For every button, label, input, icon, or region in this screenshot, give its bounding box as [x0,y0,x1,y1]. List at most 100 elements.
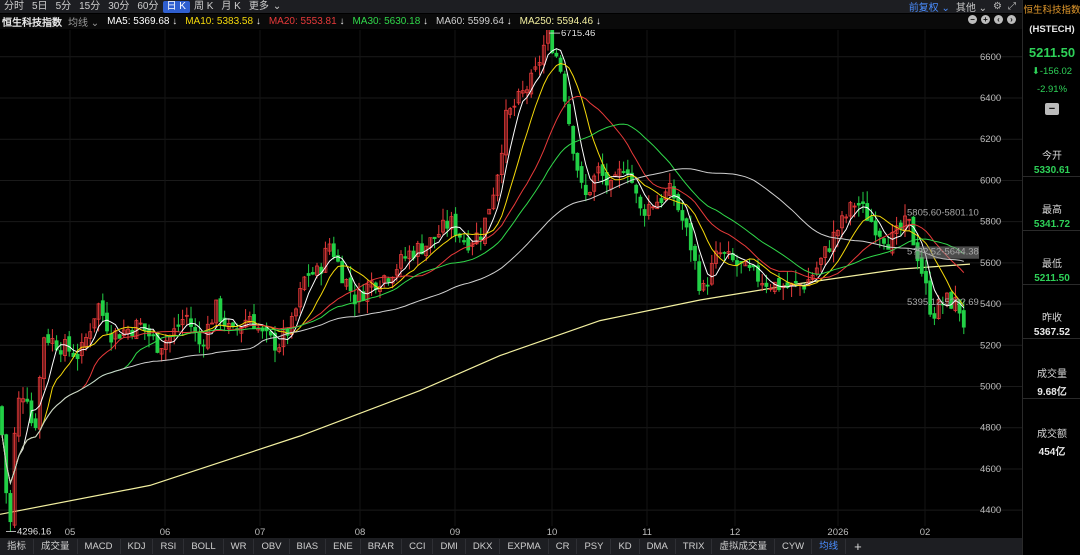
indicator-tab[interactable]: KDJ [121,539,154,554]
timeframe-tab[interactable]: 60分 [137,0,159,12]
stat-value: 9.68亿 [1037,387,1067,398]
add-indicator-icon[interactable]: + [854,539,862,554]
indicator-tab[interactable]: RSI [153,539,185,554]
candle-body [163,340,168,350]
indicator-tab[interactable]: DMA [640,539,676,554]
indicator-tab[interactable]: TRIX [676,539,713,554]
candle-body [273,332,277,351]
timeframe-tab[interactable]: 5日 [32,0,48,12]
indicator-tab[interactable]: DKX [466,539,501,554]
arrow-down-icon: ⬇ [1031,66,1040,77]
candle-body [474,232,479,245]
candlestick-chart[interactable]: 6715.46 4296.16 5805.60-5801.10 5???.52-564… [0,30,1022,538]
timeframe-tab[interactable]: 日 K [162,0,190,13]
indicator-tab[interactable]: ENE [326,539,361,554]
left-icon[interactable]: ‹ [994,15,1003,24]
timeframe-tab[interactable]: 更多 [248,0,269,12]
candle-body [100,300,105,316]
high-label: 6715.46 [561,30,595,39]
candle-body [911,216,916,246]
plus-icon[interactable]: + [981,15,990,24]
candle-body [651,206,655,209]
candle-body [478,236,483,240]
indicator-tab[interactable]: 虚拟成交量 [712,539,775,554]
timeframe-tab[interactable]: 月 K [221,0,241,12]
indicator-tab[interactable]: BRAR [361,539,403,554]
other-dropdown[interactable]: 其他 ⌄ [956,0,987,14]
candle-body [646,204,651,216]
x-axis: 05 06 07 08 09 10 11 12 2026 02 [65,527,931,538]
indicator-tab[interactable]: 均线 [812,539,847,554]
candle-body [529,72,534,95]
gear-icon[interactable]: ⚙ [993,1,1002,12]
indicator-tab[interactable]: CCI [402,539,434,554]
indicator-selector[interactable]: 均线 ⌄ [68,14,107,29]
candle-body [432,236,437,239]
indicator-tab[interactable]: CR [549,539,578,554]
arrow-down-icon: ↓ [255,16,261,27]
indicator-tab[interactable]: 成交量 [34,539,78,554]
candle-body [403,256,408,259]
candle-body [592,175,597,192]
timeframe-tab[interactable]: 周 K [193,0,214,12]
candle-body [109,333,114,343]
timeframe-tab[interactable]: 5分 [55,0,72,12]
last-price: 5211.50 [1028,45,1076,60]
chart-annotations: 6715.46 4296.16 5805.60-5801.10 5???.52-564… [6,30,979,538]
indicator-tab[interactable]: CYW [775,539,813,554]
ma-label: MA5: 5369.68 ↓ [107,16,185,27]
right-icon[interactable]: › [1007,15,1016,24]
ma-line [1,123,965,485]
indicator-tab[interactable]: PSY [577,539,612,554]
indicator-tab[interactable]: DMI [433,539,466,554]
candle-body [504,109,508,156]
candle-body [352,294,357,305]
candle-body [142,323,147,332]
candle-body [785,282,790,288]
candle-body [193,327,198,333]
price-change-pct: -2.91% [1036,84,1068,95]
candle-body [680,210,685,221]
x-tick-label: 06 [160,527,171,538]
collapse-button[interactable]: − [1045,103,1059,115]
candle-body [457,233,462,238]
candle-body [298,288,303,308]
timeframe-tab[interactable]: 15分 [79,0,101,12]
minus-icon[interactable]: − [968,15,977,24]
candle-body [533,66,538,70]
candle-body [697,261,702,291]
indicator-tab[interactable]: KD [611,539,640,554]
candle-body [197,331,202,345]
timeframe-tab[interactable]: 30分 [108,0,130,12]
candle-body [394,269,399,276]
candle-body [919,257,924,274]
ma250-path [0,263,971,515]
candle-body [709,263,714,285]
candle-body [945,292,949,302]
timeframe-tab[interactable]: 分时 [4,0,24,12]
ma-value: MA5: 5369.68 [107,16,170,27]
stat-block: 今开 5330.61 [1023,147,1080,176]
chevron-down-icon: ⌄ [978,3,988,14]
candle-body [420,243,424,255]
indicator-tab[interactable]: MACD [78,539,121,554]
y-tick-label: 5400 [980,299,1001,310]
ma-label: MA10: 5383.58 ↓ [185,16,269,27]
candle-body [340,260,345,284]
candle-body [466,237,471,251]
indicator-tab[interactable]: EXPMA [500,539,549,554]
stat-label: 昨收 [1042,313,1062,324]
indicator-tab[interactable]: BIAS [290,539,327,554]
candle-body [961,310,966,328]
indicator-tab[interactable]: WR [224,539,255,554]
indicator-tab[interactable]: 指标 [0,539,35,554]
candle-body [756,265,760,282]
indicator-tab[interactable]: BOLL [184,539,224,554]
indicator-toolbar: 指标 成交量 MACD KDJ RSI BOLL WR OBV BIAS ENE BRAR CCI DM… [0,538,1022,555]
indicator-tab[interactable]: OBV [254,539,290,554]
range-low-label: 5395.12-5???.69 [907,297,979,308]
candle-body [768,288,773,290]
expand-icon[interactable]: ⤢ [1008,1,1016,12]
candle-body [436,234,441,238]
price-adjust-dropdown[interactable]: 前复权 ⌄ [909,0,950,14]
